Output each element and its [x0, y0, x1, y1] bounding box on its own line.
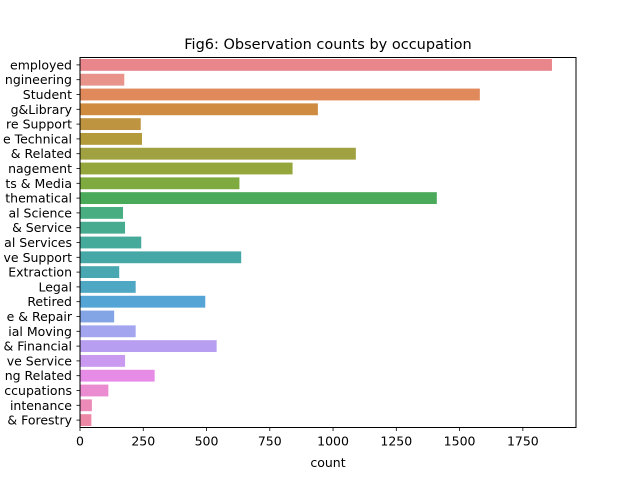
y-tick-label: intenance: [10, 398, 72, 413]
y-tick-label: & Related: [11, 146, 72, 161]
x-axis-label: count: [310, 455, 345, 470]
bar: [80, 266, 120, 279]
y-tick-label: re Support: [6, 117, 72, 132]
y-tick-label: nagement: [8, 161, 72, 176]
bar: [80, 414, 92, 427]
bar: [80, 280, 136, 293]
y-tick-label: Retired: [27, 294, 72, 309]
y-tick-label: ve Service: [7, 353, 73, 368]
bar: [80, 310, 115, 323]
y-tick-label: ts & Media: [5, 176, 72, 191]
x-tick-label: 1500: [444, 434, 476, 449]
bar: [80, 118, 141, 131]
plot-frame: [79, 57, 577, 428]
x-tick-label: 0: [76, 434, 84, 449]
bar: [80, 103, 318, 116]
y-tick-label: ng Related: [5, 368, 72, 383]
bar: [80, 369, 155, 382]
bar: [80, 251, 242, 264]
y-tick-label: ccupations: [4, 383, 72, 398]
y-tick-label: ngineering: [5, 72, 72, 87]
y-tick-label: Student: [23, 87, 72, 102]
bar: [80, 206, 124, 219]
bar: [80, 73, 125, 86]
bar: [80, 147, 356, 160]
y-tick-label: ial Moving: [8, 324, 72, 339]
bar: [80, 221, 126, 234]
bar: [80, 162, 293, 175]
bar: [80, 340, 217, 353]
y-tick-label: & Financial: [4, 339, 72, 354]
y-tick-label: al Services: [4, 235, 72, 250]
y-tick-label: e Technical: [3, 131, 72, 146]
x-tick-label: 750: [258, 434, 282, 449]
bar: [80, 384, 109, 397]
y-tick-label: & Forestry: [7, 413, 72, 428]
y-tick-label: e & Repair: [7, 309, 73, 324]
bar: [80, 325, 136, 338]
y-tick-label: g&Library: [11, 102, 73, 117]
bar: [80, 295, 206, 308]
y-tick-label: ve Support: [4, 250, 73, 265]
y-tick-label: Extraction: [8, 265, 72, 280]
x-tick-label: 1250: [380, 434, 412, 449]
bar: [80, 88, 480, 101]
y-tick-label: al Science: [8, 205, 72, 220]
x-tick-label: 250: [131, 434, 155, 449]
y-tick-label: & Service: [12, 220, 72, 235]
chart-title: Fig6: Observation counts by occupation: [184, 37, 471, 53]
x-ticks: 0 250 500 750 1000 1250 1500 1750: [76, 427, 539, 449]
bar: [80, 192, 437, 205]
x-tick-label: 1750: [507, 434, 539, 449]
y-tick-label: Legal: [38, 279, 72, 294]
bar: [80, 58, 552, 71]
x-tick-label: 1000: [317, 434, 349, 449]
bar: [80, 354, 126, 367]
bar: [80, 132, 142, 145]
x-tick-label: 500: [195, 434, 219, 449]
bar: [80, 177, 240, 190]
bars-group: [80, 58, 552, 427]
bar: [80, 236, 142, 249]
y-tick-label: employed: [10, 57, 72, 72]
y-tick-label: thematical: [5, 191, 72, 206]
bar: [80, 399, 92, 412]
